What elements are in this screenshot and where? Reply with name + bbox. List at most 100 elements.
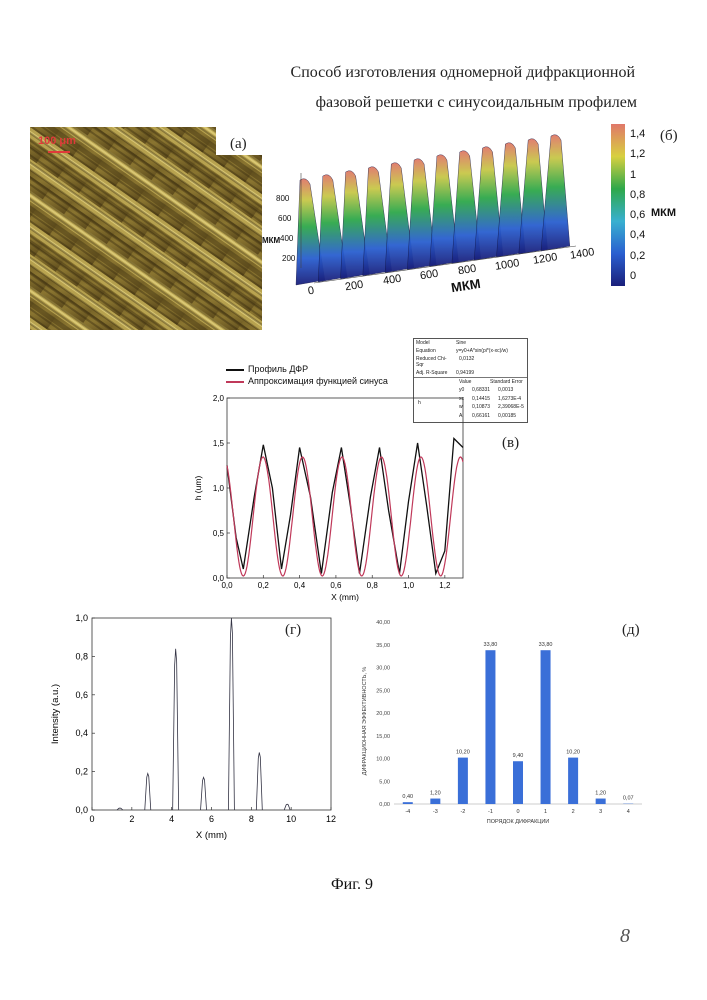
panel-g-label: (г) — [285, 622, 301, 639]
bar — [485, 650, 495, 804]
fit-row-error: 2,39068E-5 — [498, 404, 524, 410]
x-axis-label: X (mm) — [331, 592, 359, 602]
y-tick-label: 600 — [278, 214, 291, 223]
intensity-peak — [256, 752, 262, 810]
bar — [430, 799, 440, 804]
y-tick-label: 30,00 — [376, 666, 390, 672]
x-tick-label: -4 — [405, 809, 410, 815]
y-tick-label: 1,0 — [213, 484, 225, 493]
plot-frame — [92, 618, 331, 810]
title-line-1: Способ изготовления одномерной дифракцио… — [291, 64, 635, 82]
x-tick-label: -3 — [433, 809, 438, 815]
x-tick-label: 0 — [89, 814, 94, 824]
y-tick-label: 25,00 — [376, 688, 390, 694]
intensity-peak — [173, 649, 179, 810]
colorbar-tick-label: 0,4 — [630, 229, 645, 241]
y-tick-label: 200 — [282, 254, 295, 263]
bar-value-label: 10,20 — [456, 750, 470, 756]
scale-bar — [48, 151, 70, 153]
intensity-peak — [284, 804, 290, 810]
x-tick-label: 200 — [345, 278, 365, 293]
y-tick-label: 0,00 — [379, 802, 390, 808]
y-axis-label: h (um) — [193, 476, 203, 501]
x-tick-label: 3 — [599, 809, 602, 815]
bar-value-label: 33,80 — [484, 642, 498, 648]
surface-ridge — [541, 135, 570, 251]
colorbar-tick-label: 0,2 — [630, 250, 645, 262]
y-tick-label: 20,00 — [376, 711, 390, 717]
x-tick-label: 1,2 — [439, 581, 451, 590]
y-tick-label: 10,00 — [376, 757, 390, 763]
x-tick-label: 0,4 — [294, 581, 306, 590]
y-tick-label: 400 — [280, 234, 293, 243]
profile-chart: 0,00,20,40,60,81,01,20,00,51,01,52,0X (m… — [186, 338, 486, 608]
y-axis-label: ДИФРАКЦИОННАЯ ЭФФЕКТИВНОСТЬ, % — [362, 667, 368, 776]
y-tick-label: 15,00 — [376, 734, 390, 740]
panel-d-label: (д) — [622, 622, 640, 639]
y-axis-label: Intensity (a.u.) — [50, 684, 61, 744]
intensity-chart: 0246810120,00,20,40,60,81,0X (mm)Intensi… — [44, 610, 344, 850]
y-tick-label: 2,0 — [213, 394, 225, 403]
bar — [458, 758, 468, 804]
x-tick-label: 2 — [572, 809, 575, 815]
micrograph-image — [30, 127, 262, 330]
intensity-peak — [145, 774, 151, 810]
y-tick-label: 800 — [276, 194, 289, 203]
x-tick-label: 10 — [286, 814, 296, 824]
y-tick-label: 0,8 — [75, 651, 88, 661]
x-tick-label: 0,2 — [258, 581, 270, 590]
colorbar-tick-label: 0 — [630, 270, 636, 282]
x-tick-label: 2 — [129, 814, 134, 824]
surface-ridges — [296, 135, 570, 285]
y-tick-label: 0,0 — [213, 574, 225, 583]
bar-value-label: 10,20 — [566, 750, 580, 756]
y-tick-label: 0,6 — [75, 690, 88, 700]
colorbar-tick-label: 1 — [630, 169, 636, 181]
bar-value-label: 33,80 — [539, 642, 553, 648]
colorbar-tick-label: 1,4 — [630, 128, 645, 140]
x-tick-label: -1 — [488, 809, 493, 815]
page-number: 8 — [620, 925, 630, 948]
x-tick-label: 0 — [516, 809, 519, 815]
y-tick-label: 1,5 — [213, 439, 225, 448]
x-axis-label: X (mm) — [196, 830, 227, 841]
x-tick-label: 0,8 — [367, 581, 379, 590]
y-axis-unit: МКМ — [262, 236, 280, 245]
series-measured-line — [227, 439, 463, 574]
bar — [596, 799, 606, 804]
bar — [568, 758, 578, 804]
bar-value-label: 1,20 — [595, 791, 606, 797]
efficiency-chart: 0,005,0010,0015,0020,0025,0030,0035,0040… — [352, 612, 652, 850]
bar-value-label: 1,20 — [430, 791, 441, 797]
x-tick-label: 1,0 — [403, 581, 415, 590]
y-tick-label: 40,00 — [376, 620, 390, 626]
x-axis-label: ПОРЯДОК ДИФРАКЦИИ — [487, 819, 550, 825]
intensity-peak — [201, 777, 207, 810]
panel-a-micrograph: 100 μm — [30, 127, 262, 330]
scale-bar-label: 100 μm — [38, 135, 76, 147]
y-tick-label: 0,4 — [75, 728, 88, 738]
panel-v-label: (в) — [502, 435, 519, 452]
x-tick-label: 12 — [326, 814, 336, 824]
x-tick-label: 800 — [457, 262, 477, 277]
bar — [403, 802, 413, 804]
bar-value-label: 9,40 — [513, 753, 524, 759]
x-tick-label: 4 — [169, 814, 174, 824]
colorbar — [611, 124, 625, 286]
panel-a-label: (а) — [230, 136, 247, 153]
x-tick-label: 1 — [544, 809, 547, 815]
intensity-peak — [228, 618, 234, 810]
y-tick-label: 0,0 — [75, 805, 88, 815]
panel-b-label: (б) — [660, 128, 678, 145]
title-line-2: фазовой решетки с синусоидальным профиле… — [316, 94, 637, 112]
fit-row-error: 1,6273E-4 — [498, 396, 521, 402]
bar — [541, 650, 551, 804]
x-tick-label: -2 — [460, 809, 465, 815]
y-tick-label: 35,00 — [376, 643, 390, 649]
x-tick-label: 4 — [627, 809, 630, 815]
fit-row-error: 0,00185 — [498, 413, 516, 419]
x-tick-label: 6 — [209, 814, 214, 824]
colorbar-tick-label: 0,6 — [630, 209, 645, 221]
bar — [513, 761, 523, 804]
x-tick-label: 8 — [249, 814, 254, 824]
